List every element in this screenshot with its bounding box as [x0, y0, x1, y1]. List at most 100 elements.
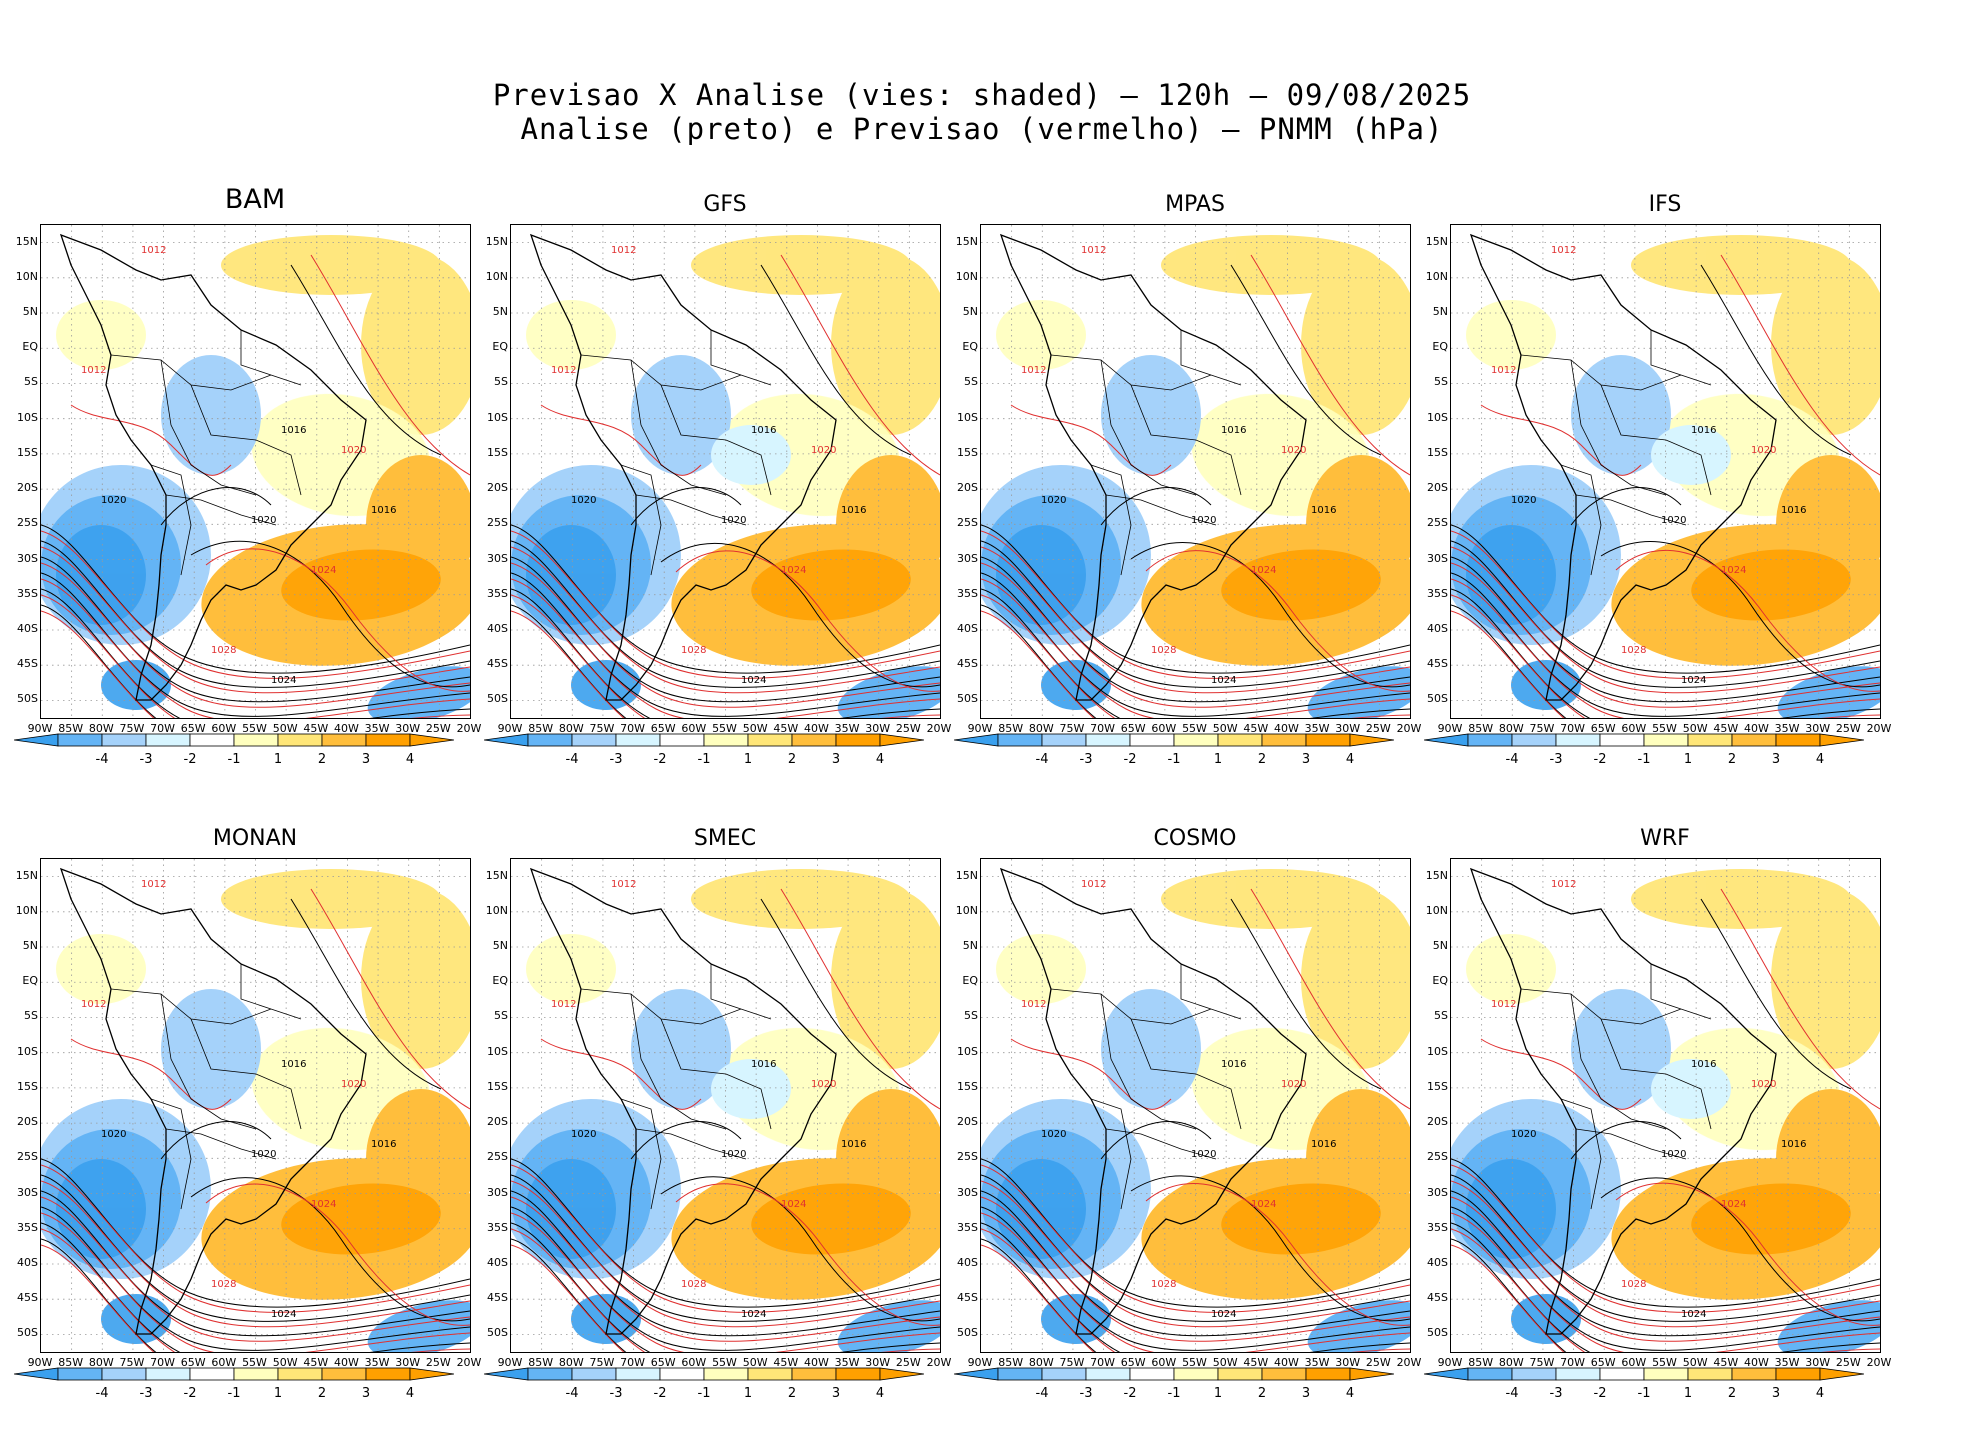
colorbar-label: 4 — [1345, 752, 1355, 767]
lon-label: 25W — [425, 1356, 451, 1369]
lat-label: 15N — [485, 868, 508, 882]
lon-label: 60W — [1151, 722, 1177, 735]
lon-label: 35W — [1774, 722, 1800, 735]
lat-label: 10S — [17, 410, 38, 424]
colorbar-label: -1 — [1167, 752, 1181, 767]
forecast-contour-label: 1028 — [681, 1279, 707, 1290]
lat-label: 15N — [1425, 868, 1448, 882]
analysis-contour-label: 1020 — [721, 1149, 747, 1160]
lat-label: 40S — [1427, 1255, 1448, 1269]
lon-label: 65W — [1590, 722, 1616, 735]
lat-label: 45S — [957, 1291, 978, 1305]
lon-label: 55W — [242, 722, 267, 735]
analysis-contour-label: 1024 — [741, 675, 767, 686]
lat-label: 10N — [15, 903, 38, 917]
lat-label: 20S — [17, 481, 38, 495]
colorbar-label: -3 — [1079, 1386, 1093, 1401]
lon-label: 75W — [589, 1356, 615, 1369]
colorbar-label: 3 — [361, 752, 371, 767]
analysis-contour-label: 1020 — [721, 515, 747, 526]
lon-label: 35W — [1774, 1356, 1800, 1369]
lat-label: 15S — [17, 445, 38, 459]
lon-label: 60W — [681, 1356, 707, 1369]
lat-label: 25S — [957, 1150, 978, 1164]
lat-label: 25S — [17, 1150, 38, 1164]
lat-label: 50S — [1427, 1326, 1448, 1340]
lat-label: 5N — [962, 305, 978, 319]
forecast-contour-label: 1012 — [611, 245, 637, 256]
lon-label: 75W — [119, 722, 145, 735]
colorbar-label: -2 — [653, 752, 667, 767]
lat-label: 5S — [494, 375, 508, 389]
lat-label: 10S — [17, 1044, 38, 1058]
panel-mpas: MPAS 1012 1020 1016 1020 1020 1024 1024 1012 1028… — [944, 192, 1421, 772]
colorbar-label: 3 — [1771, 752, 1781, 767]
lon-label: 80W — [88, 722, 114, 735]
analysis-contour-label: 1020 — [251, 515, 277, 526]
colorbar-label: -4 — [1035, 752, 1049, 767]
panel-title: GFS — [703, 192, 747, 217]
lon-label: 55W — [1652, 722, 1677, 735]
lon-label: 90W — [27, 1356, 53, 1369]
lat-label: EQ — [492, 974, 508, 988]
figure-title-line2: Analise (preto) e Previsao (vermelho) – … — [520, 112, 1444, 146]
forecast-contour-label: 1028 — [211, 1279, 237, 1290]
lat-label: 15N — [15, 868, 38, 882]
panel-title: BAM — [224, 184, 286, 215]
lon-label: 30W — [865, 1356, 891, 1369]
forecast-contour-label: 1020 — [1281, 1079, 1307, 1090]
colorbar-label: -4 — [565, 1386, 579, 1401]
forecast-contour-label: 1012 — [141, 879, 167, 890]
lon-label: 80W — [1498, 1356, 1524, 1369]
lat-label: 15S — [957, 1079, 978, 1093]
lon-label: 85W — [528, 722, 554, 735]
analysis-contour-label: 1020 — [251, 1149, 277, 1160]
lon-label: 80W — [1498, 722, 1524, 735]
lon-label: 55W — [242, 1356, 267, 1369]
lon-label: 30W — [865, 722, 891, 735]
forecast-contour-label: 1012 — [1081, 879, 1107, 890]
lon-label: 20W — [456, 1356, 482, 1369]
analysis-contour-label: 1016 — [1311, 1139, 1337, 1150]
lat-label: 35S — [1427, 586, 1448, 600]
lon-label: 75W — [119, 1356, 145, 1369]
lon-label: 30W — [1805, 722, 1831, 735]
lon-label: 90W — [967, 722, 993, 735]
lon-label: 90W — [967, 1356, 993, 1369]
lon-label: 85W — [1468, 1356, 1494, 1369]
lat-label: 35S — [487, 1220, 508, 1234]
lat-label: 20S — [487, 1115, 508, 1129]
lon-label: 50W — [742, 1356, 768, 1369]
analysis-contour-label: 1016 — [841, 505, 867, 516]
colorbar: -4 -3 -2 -1 1 2 3 4 — [953, 732, 1395, 772]
lon-label: 50W — [1212, 1356, 1238, 1369]
analysis-contour-label: 1020 — [1661, 1149, 1687, 1160]
lat-label: 40S — [17, 621, 38, 635]
lat-label: 5S — [964, 1009, 978, 1023]
lon-label: 20W — [926, 722, 952, 735]
lat-label: 5N — [962, 939, 978, 953]
analysis-contour-label: 1016 — [371, 505, 397, 516]
colorbar-label: 3 — [1301, 1386, 1311, 1401]
lon-label: 70W — [150, 1356, 175, 1369]
lon-label: 45W — [773, 1356, 799, 1369]
lat-label: EQ — [22, 340, 38, 354]
colorbar-label: 4 — [405, 752, 415, 767]
lat-label: 50S — [487, 1326, 508, 1340]
lat-label: 45S — [1427, 1291, 1448, 1305]
lat-label: EQ — [1432, 340, 1448, 354]
lon-label: 35W — [1304, 722, 1330, 735]
forecast-contour-label: 1012 — [1551, 879, 1577, 890]
analysis-contour-label: 1016 — [1221, 1059, 1247, 1070]
colorbar-label: -4 — [565, 752, 579, 767]
lat-label: 45S — [17, 1291, 38, 1305]
lon-label: 65W — [650, 1356, 676, 1369]
forecast-contour-label: 1012 — [141, 245, 167, 256]
forecast-contour-label: 1028 — [1151, 1279, 1177, 1290]
colorbar-label: -2 — [653, 1386, 667, 1401]
colorbar-label: 3 — [1771, 1386, 1781, 1401]
colorbar-label: -1 — [227, 1386, 241, 1401]
colorbar-label: -3 — [609, 1386, 623, 1401]
lat-label: 10N — [1425, 903, 1448, 917]
colorbar-label: 2 — [1727, 752, 1737, 767]
